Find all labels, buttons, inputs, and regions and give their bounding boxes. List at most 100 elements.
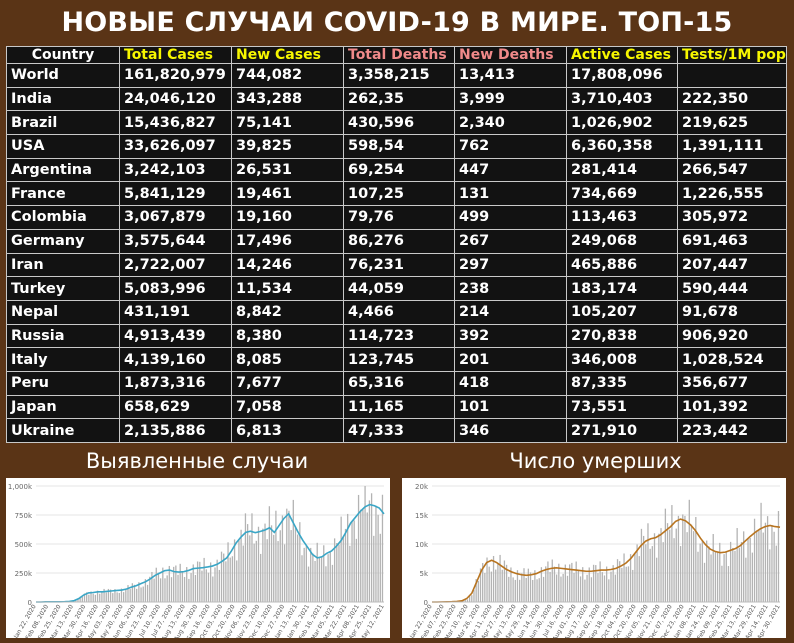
- daily-bar: [262, 528, 264, 602]
- daily-bar: [249, 535, 251, 602]
- daily-bar: [186, 567, 188, 602]
- daily-bar: [562, 573, 564, 602]
- cell-tests-per-million: [677, 63, 787, 88]
- daily-bar: [362, 508, 364, 602]
- table-row: Argentina 3,242,103 26,531 69,254 447 281,414…: [6, 157, 787, 183]
- header-country: Country: [6, 46, 120, 64]
- daily-bar: [320, 556, 323, 602]
- cell-tests-per-million: 207,447: [677, 252, 787, 278]
- cell-active-cases: 6,360,358: [566, 134, 678, 159]
- daily-bar: [662, 542, 664, 602]
- chart-titles-bar: Выявленные случаи Число умерших: [0, 446, 794, 476]
- daily-bar: [342, 537, 344, 602]
- cell-new-cases: 75,141: [231, 110, 344, 136]
- cases-chart: 0 250k 500k 750k 1,000k Jan 22, 2020 Feb 08, 2…: [6, 478, 390, 638]
- daily-bar: [349, 545, 351, 602]
- cell-tests-per-million: 266,547: [677, 157, 787, 183]
- trend-line: [35, 503, 385, 603]
- cell-active-cases: 105,207: [566, 299, 678, 325]
- daily-bar: [732, 547, 734, 602]
- daily-bar: [223, 553, 225, 602]
- daily-bar: [338, 544, 340, 602]
- table-row: Ukraine 2,135,886 6,813 47,333 346 271,910 223…: [6, 418, 787, 443]
- daily-bar: [310, 547, 312, 602]
- daily-bar: [773, 531, 775, 602]
- header-total-deaths: Total Deaths: [343, 46, 455, 64]
- daily-bar: [608, 579, 610, 602]
- cell-total-deaths: 79,76: [343, 205, 455, 230]
- daily-bar: [519, 579, 521, 602]
- daily-bar: [79, 596, 81, 602]
- daily-bar: [175, 565, 177, 602]
- cell-active-cases: 249,068: [566, 228, 678, 254]
- cell-active-cases: 270,838: [566, 323, 678, 349]
- daily-bar: [92, 593, 94, 602]
- cell-new-deaths: 201: [454, 347, 567, 372]
- daily-bar: [492, 555, 495, 602]
- cell-total-cases: 5,841,129: [119, 181, 232, 207]
- daily-bar: [360, 509, 362, 602]
- cell-country: Turkey: [6, 276, 120, 301]
- daily-bar: [514, 579, 516, 602]
- daily-bar: [83, 593, 86, 602]
- cell-country: Italy: [6, 347, 120, 372]
- daily-bar: [666, 523, 669, 602]
- daily-bar: [301, 555, 303, 602]
- daily-bar: [112, 593, 114, 602]
- daily-bar: [281, 515, 284, 602]
- daily-bar: [105, 592, 107, 602]
- cell-total-cases: 3,242,103: [119, 157, 232, 183]
- cell-total-deaths: 598,54: [343, 134, 455, 159]
- cell-new-cases: 26,531: [231, 157, 344, 183]
- daily-bar: [545, 566, 547, 602]
- cell-new-deaths: 214: [454, 299, 567, 325]
- daily-bar: [118, 593, 120, 602]
- cell-active-cases: 346,008: [566, 347, 678, 372]
- daily-bar: [231, 556, 234, 602]
- daily-bar: [351, 520, 353, 602]
- cell-new-cases: 8,085: [231, 347, 344, 372]
- cell-country: Iran: [6, 252, 120, 278]
- cell-new-deaths: 238: [454, 276, 567, 301]
- table-header-row: Country Total Cases New Cases Total Deat…: [6, 46, 787, 64]
- cell-total-deaths: 86,276: [343, 228, 455, 254]
- daily-bar: [542, 576, 545, 602]
- daily-bar: [314, 560, 316, 602]
- daily-bar: [236, 560, 238, 602]
- cell-total-cases: 15,436,827: [119, 110, 232, 136]
- daily-bar: [355, 538, 358, 602]
- daily-bar: [101, 591, 103, 602]
- daily-bar: [194, 574, 197, 602]
- daily-bar: [623, 553, 625, 602]
- cell-new-deaths: 13,413: [454, 63, 567, 88]
- daily-bar: [327, 554, 329, 602]
- daily-bar: [490, 571, 493, 602]
- cell-tests-per-million: 222,350: [677, 86, 787, 112]
- daily-bar: [81, 596, 83, 602]
- cell-active-cases: 183,174: [566, 276, 678, 301]
- daily-bar: [766, 516, 769, 602]
- daily-bar: [303, 547, 305, 602]
- daily-bar: [710, 554, 712, 602]
- cases-chart-title: Выявленные случаи: [85, 449, 309, 473]
- daily-bar: [381, 494, 384, 602]
- cell-country: Ukraine: [6, 418, 120, 443]
- daily-bar: [614, 574, 616, 602]
- cell-active-cases: 465,886: [566, 252, 678, 278]
- table-row: Russia 4,913,439 8,380 114,723 392 270,838 906…: [6, 323, 787, 349]
- daily-bar: [114, 589, 116, 602]
- daily-bar: [364, 486, 366, 602]
- daily-bar: [701, 540, 703, 602]
- daily-bar: [769, 549, 771, 602]
- cell-active-cases: 734,669: [566, 181, 678, 207]
- daily-bar: [344, 528, 347, 602]
- daily-bar: [90, 591, 92, 602]
- table-row: Italy 4,139,160 8,085 123,745 201 346,008 1,02…: [6, 347, 787, 372]
- daily-bar: [764, 522, 767, 602]
- table-row: France 5,841,129 19,461 107,25 131 734,669 1,2…: [6, 181, 787, 207]
- cell-new-cases: 17,496: [231, 228, 344, 254]
- daily-bar: [142, 586, 144, 602]
- daily-bar: [523, 568, 525, 602]
- daily-bar: [532, 580, 534, 602]
- table-row: Turkey 5,083,996 11,534 44,059 238 183,174 590…: [6, 276, 787, 301]
